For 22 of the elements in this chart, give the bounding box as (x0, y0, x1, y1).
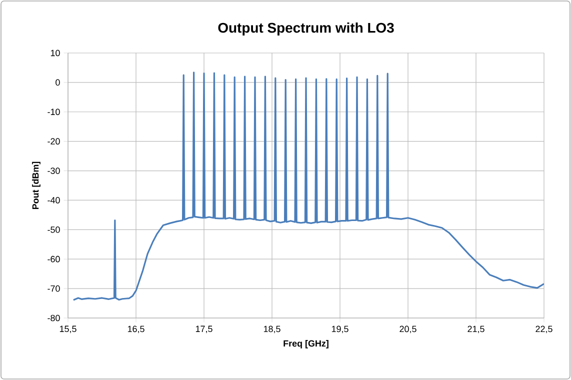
y-tick-label: -40 (48, 197, 60, 204)
x-tick-label: 16,5 (128, 326, 144, 334)
chart-title: Output Spectrum with LO3 (218, 22, 394, 36)
y-tick-label: -60 (48, 256, 60, 262)
x-tick-label: 17,5 (196, 326, 212, 334)
line-series (72, 72, 544, 301)
y-tick-label: -80 (48, 314, 60, 322)
y-tick-label: -70 (48, 285, 60, 292)
y-tick-label: 0 (56, 79, 60, 86)
x-tick-label: 22,5 (536, 326, 552, 334)
x-axis-title: Freq [GHz] (284, 340, 328, 348)
y-tick-label: -10 (48, 108, 60, 116)
y-tick-label: -20 (48, 138, 60, 145)
y-tick-label: 10 (50, 50, 60, 56)
y-axis-title: Pout [dBm] (32, 162, 40, 210)
x-tick-label: 20,5 (400, 326, 416, 334)
x-tick-label: 21,5 (468, 326, 484, 334)
y-tick-label: -30 (48, 168, 60, 174)
x-tick-label: 19,5 (332, 326, 348, 334)
x-tick-label: 18,5 (264, 326, 280, 334)
y-tick-label: -50 (48, 226, 60, 233)
x-tick-label: 15,5 (60, 326, 76, 334)
